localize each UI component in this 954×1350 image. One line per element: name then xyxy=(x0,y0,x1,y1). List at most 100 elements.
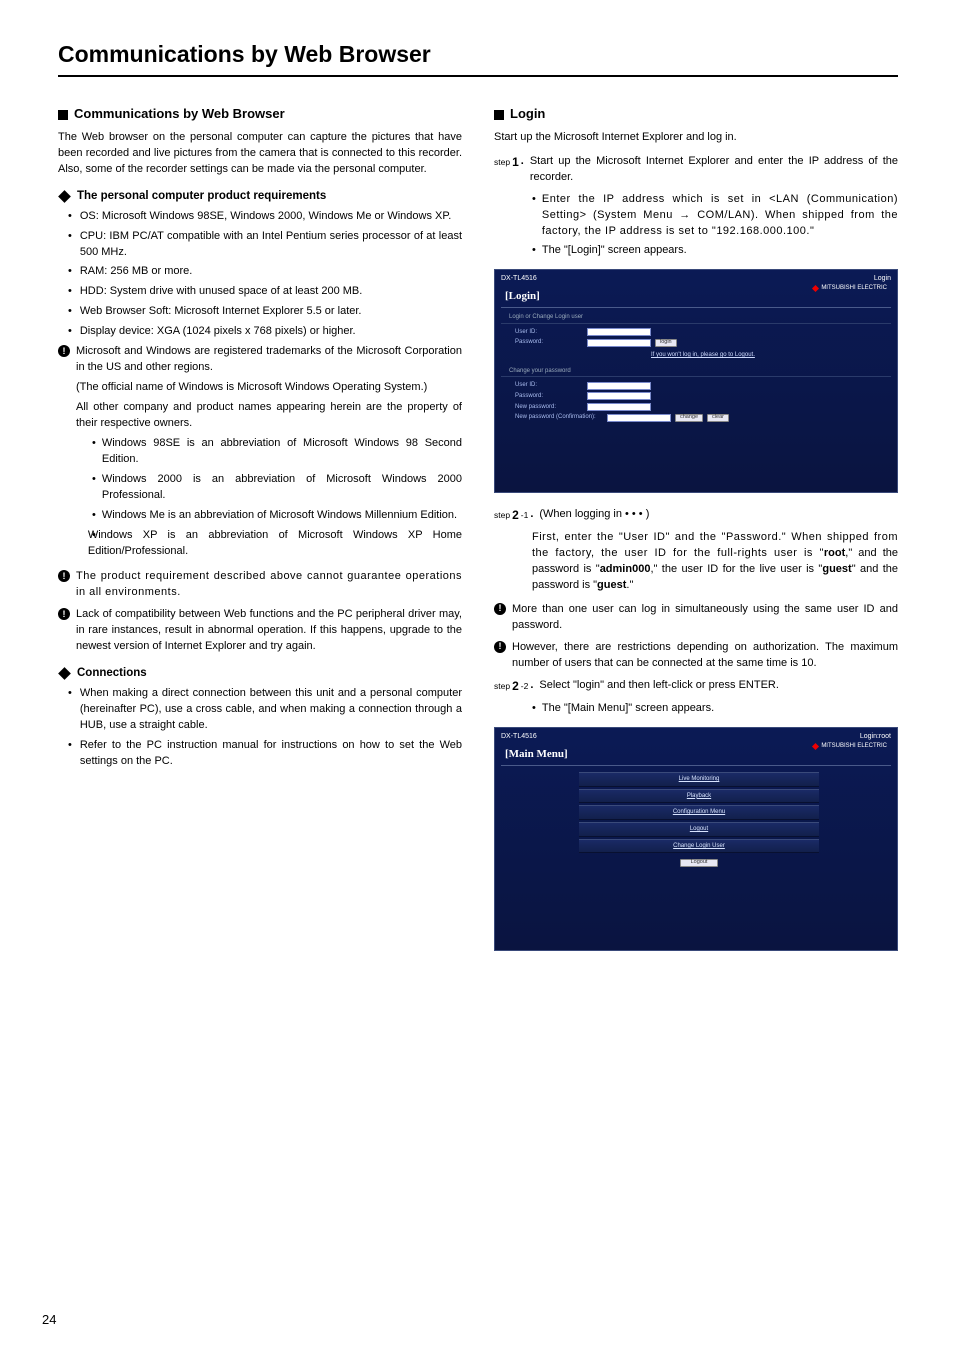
menu-item-live[interactable]: Live Monitoring xyxy=(579,772,819,787)
step-dot: . xyxy=(530,678,533,695)
step-dot: . xyxy=(530,507,533,524)
group-label: Login or Change Login user xyxy=(501,312,891,324)
step-2-2-subbullets: The "[Main Menu]" screen appears. xyxy=(494,701,898,717)
brand-logo: MITSUBISHI ELECTRIC xyxy=(813,284,887,293)
menu-item-change-user[interactable]: Change Login User xyxy=(579,839,819,854)
login-button[interactable]: login xyxy=(655,339,677,347)
step-label: step xyxy=(494,678,510,695)
step-2-2: step 2 -2 . Select "login" and then left… xyxy=(494,678,898,695)
shot-corner: Login:root xyxy=(860,732,891,742)
diamond-bullet-icon xyxy=(58,190,71,203)
userid-label: User ID: xyxy=(515,328,583,337)
note-restrictions: ! However, there are restrictions depend… xyxy=(494,640,898,672)
page-title: Communications by Web Browser xyxy=(58,38,898,77)
note-compat: ! Lack of compatibility between Web func… xyxy=(58,607,462,655)
requirements-heading-text: The personal computer product requiremen… xyxy=(77,188,326,205)
userid-input[interactable] xyxy=(587,328,651,336)
step-1-subbullets: Enter the IP address which is set in <LA… xyxy=(494,192,898,259)
step-label: step xyxy=(494,507,510,524)
menu-item-logout[interactable]: Logout xyxy=(579,822,819,837)
connections-list: When making a direct connection between … xyxy=(58,686,462,770)
shot-model: DX-TL4516 xyxy=(501,732,537,742)
clear-button[interactable]: clear xyxy=(707,414,729,422)
left-intro: The Web browser on the personal computer… xyxy=(58,130,462,178)
list-item: HDD: System drive with unused space of a… xyxy=(80,284,362,300)
right-section-heading-text: Login xyxy=(510,105,545,124)
shot-corner: Login xyxy=(874,274,891,284)
login-screenshot: DX-TL4516 Login MITSUBISHI ELECTRIC [Log… xyxy=(494,269,898,493)
note-text: More than one user can log in simultaneo… xyxy=(512,602,898,634)
list-item: When making a direct connection between … xyxy=(80,686,462,734)
menu-item-playback[interactable]: Playback xyxy=(579,789,819,804)
connections-heading-text: Connections xyxy=(77,665,147,682)
list-item: Windows Me is an abbreviation of Microso… xyxy=(102,508,457,524)
list-item: Refer to the PC instruction manual for i… xyxy=(80,738,462,770)
warning-icon: ! xyxy=(494,603,506,615)
step-subnum: -1 xyxy=(521,507,529,524)
list-item: CPU: IBM PC/AT compatible with an Intel … xyxy=(80,229,462,261)
newpassword2-input[interactable] xyxy=(607,414,671,422)
password-input-2[interactable] xyxy=(587,392,651,400)
right-section-heading: Login xyxy=(494,105,898,124)
list-item: Web Browser Soft: Microsoft Internet Exp… xyxy=(80,304,362,320)
logout-button[interactable]: Logout xyxy=(680,859,719,867)
step-2-1-detail: First, enter the "User ID" and the "Pass… xyxy=(494,530,898,594)
left-section-heading: Communications by Web Browser xyxy=(58,105,462,124)
note-text: Microsoft and Windows are registered tra… xyxy=(76,344,462,376)
newpassword-input[interactable] xyxy=(587,403,651,411)
step-body: (When logging in • • • ) xyxy=(539,507,898,524)
shot-model: DX-TL4516 xyxy=(501,274,537,284)
right-intro: Start up the Microsoft Internet Explorer… xyxy=(494,130,898,146)
logout-hint-link[interactable]: If you won't log in, please go to Logout… xyxy=(651,351,891,360)
list-item: Windows XP is an abbreviation of Microso… xyxy=(88,528,462,560)
requirements-list: OS: Microsoft Windows 98SE, Windows 2000… xyxy=(58,209,462,341)
userid-input-2[interactable] xyxy=(587,382,651,390)
note-multi-user: ! More than one user can log in simultan… xyxy=(494,602,898,634)
userid-label-2: User ID: xyxy=(515,381,583,390)
list-item: Enter the IP address which is set in <LA… xyxy=(542,192,898,240)
password-label-2: Password: xyxy=(515,392,583,401)
warning-icon: ! xyxy=(58,345,70,357)
change-button[interactable]: change xyxy=(675,414,703,422)
list-item: Windows 98SE is an abbreviation of Micro… xyxy=(102,436,462,468)
list-item: The "[Main Menu]" screen appears. xyxy=(542,701,714,717)
list-item: Windows 2000 is an abbreviation of Micro… xyxy=(102,472,462,504)
brand-logo: MITSUBISHI ELECTRIC xyxy=(813,742,887,751)
step-number: 2 xyxy=(512,678,519,695)
note-text: All other company and product names appe… xyxy=(76,400,462,432)
list-item: Display device: XGA (1024 pixels x 768 p… xyxy=(80,324,356,340)
warning-icon: ! xyxy=(58,608,70,620)
step-number: 2 xyxy=(512,507,519,524)
step-dot: . xyxy=(521,154,524,186)
list-item: OS: Microsoft Windows 98SE, Windows 2000… xyxy=(80,209,452,225)
connections-heading: Connections xyxy=(58,665,462,682)
abbrev-list: Windows 98SE is an abbreviation of Micro… xyxy=(76,436,462,560)
left-section-heading-text: Communications by Web Browser xyxy=(74,105,285,124)
step-body: Start up the Microsoft Internet Explorer… xyxy=(530,154,898,186)
note-text: (The official name of Windows is Microso… xyxy=(76,380,462,396)
step-number: 1 xyxy=(512,154,519,186)
square-bullet-icon xyxy=(494,110,504,120)
list-item: The "[Login]" screen appears. xyxy=(542,243,687,259)
menu-item-config[interactable]: Configuration Menu xyxy=(579,805,819,820)
step-body: Select "login" and then left-click or pr… xyxy=(539,678,898,695)
note-no-guarantee: ! The product requirement described abov… xyxy=(58,569,462,601)
list-item: RAM: 256 MB or more. xyxy=(80,264,192,280)
password-input[interactable] xyxy=(587,339,651,347)
diamond-bullet-icon xyxy=(58,667,71,680)
password-label: Password: xyxy=(515,338,583,347)
note-text: The product requirement described above … xyxy=(76,569,462,601)
step-label: step xyxy=(494,154,510,186)
step-subnum: -2 xyxy=(521,678,529,695)
requirements-heading: The personal computer product requiremen… xyxy=(58,188,462,205)
mainmenu-screenshot: DX-TL4516 Login:root MITSUBISHI ELECTRIC… xyxy=(494,727,898,951)
note-trademark: ! Microsoft and Windows are registered t… xyxy=(58,344,462,563)
square-bullet-icon xyxy=(58,110,68,120)
newpassword2-label: New password (Confirmation): xyxy=(515,413,603,422)
warning-icon: ! xyxy=(58,570,70,582)
step-2-1: step 2 -1 . (When logging in • • • ) xyxy=(494,507,898,524)
note-text: However, there are restrictions dependin… xyxy=(512,640,898,672)
newpassword-label: New password: xyxy=(515,403,583,412)
warning-icon: ! xyxy=(494,641,506,653)
group-label: Change your password xyxy=(501,366,891,378)
